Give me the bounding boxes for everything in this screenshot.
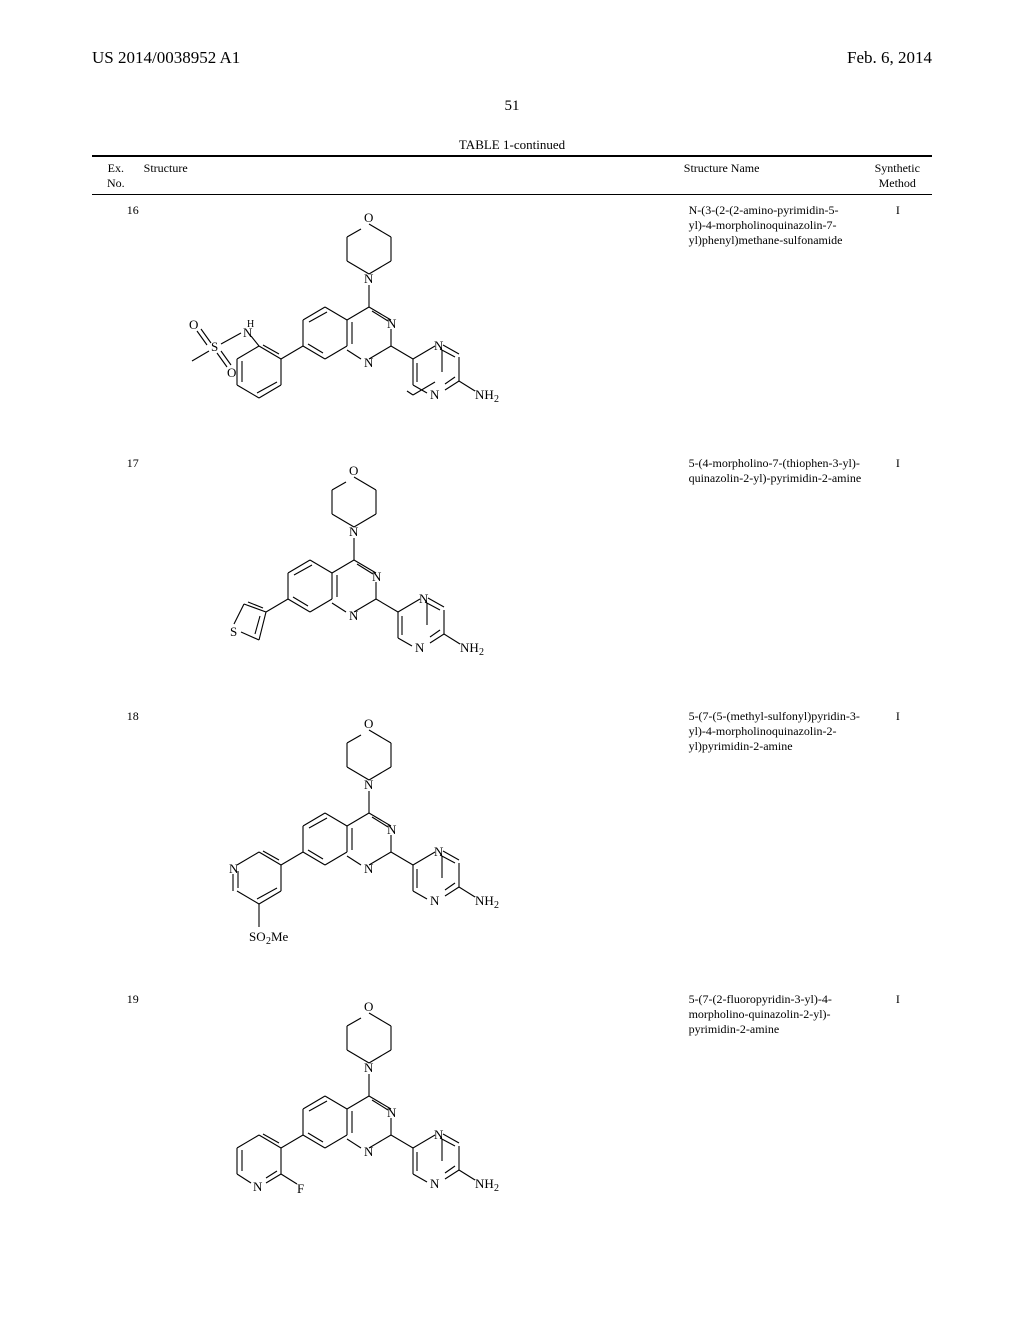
cell-name: N-(3-(2-(2-amino-pyrimidin-5-yl)-4-morph… <box>685 195 864 248</box>
svg-text:N: N <box>387 316 397 331</box>
svg-text:O: O <box>364 716 373 731</box>
svg-text:O: O <box>364 210 373 225</box>
svg-text:SO: SO <box>249 929 266 944</box>
cell-method: I <box>864 984 932 1007</box>
page-header: US 2014/0038952 A1 Feb. 6, 2014 <box>0 0 1024 68</box>
cell-exno: 17 <box>92 448 149 471</box>
structure-19: O N N N <box>159 988 559 1238</box>
cell-structure: O N N N <box>149 701 685 984</box>
svg-text:NH: NH <box>460 640 479 655</box>
cell-method: I <box>864 195 932 218</box>
col-header-name: Structure Name <box>680 161 863 191</box>
svg-text:N: N <box>387 822 397 837</box>
svg-text:NH: NH <box>475 387 494 402</box>
svg-text:N: N <box>364 1060 374 1075</box>
page-number: 51 <box>0 98 1024 115</box>
cell-structure: O N N N <box>149 448 685 701</box>
structure-17: O N N N <box>159 452 559 697</box>
svg-text:N: N <box>364 1144 374 1159</box>
svg-text:F: F <box>297 1181 304 1196</box>
svg-text:N: N <box>229 861 239 876</box>
table-header-row: Ex. No. Structure Structure Name Synthet… <box>92 157 932 194</box>
structure-18: O N N N <box>159 705 559 980</box>
svg-text:S: S <box>230 624 237 639</box>
table-row: 19 O N N N <box>92 984 932 1242</box>
cell-method: I <box>864 448 932 471</box>
svg-text:H: H <box>247 319 254 330</box>
table-row: 17 O N N N <box>92 448 932 701</box>
svg-text:NH: NH <box>475 1176 494 1191</box>
cell-name: 5-(7-(2-fluoropyridin-3-yl)-4-morpholino… <box>685 984 864 1037</box>
svg-text:S: S <box>211 339 218 354</box>
svg-text:N: N <box>349 524 359 539</box>
svg-text:O: O <box>349 463 358 478</box>
col-header-method: Synthetic Method <box>863 161 933 191</box>
svg-text:N: N <box>415 640 425 655</box>
svg-text:NH: NH <box>475 893 494 908</box>
svg-text:N: N <box>434 1127 444 1142</box>
svg-text:2: 2 <box>479 647 484 658</box>
cell-name: 5-(4-morpholino-7-(thiophen-3-yl)-quinaz… <box>685 448 864 486</box>
svg-text:N: N <box>364 355 374 370</box>
svg-text:N: N <box>364 777 374 792</box>
cell-structure: O N N N <box>149 984 685 1242</box>
svg-text:N: N <box>430 1176 440 1191</box>
svg-text:N: N <box>430 387 440 402</box>
publication-date: Feb. 6, 2014 <box>847 48 932 68</box>
cell-name: 5-(7-(5-(methyl-sulfonyl)pyridin-3-yl)-4… <box>685 701 864 754</box>
table-row: 16 O N N <box>92 195 932 448</box>
table-body: 16 O N N <box>92 195 932 1242</box>
svg-text:N: N <box>372 569 382 584</box>
table-row: 18 O N N N <box>92 701 932 984</box>
svg-text:N: N <box>434 844 444 859</box>
svg-text:2: 2 <box>494 394 499 405</box>
svg-text:O: O <box>364 999 373 1014</box>
cell-exno: 18 <box>92 701 149 724</box>
svg-text:N: N <box>387 1105 397 1120</box>
table: Ex. No. Structure Structure Name Synthet… <box>92 155 932 1242</box>
svg-text:N: N <box>253 1179 263 1194</box>
table-caption: TABLE 1-continued <box>0 137 1024 153</box>
svg-text:2: 2 <box>494 900 499 911</box>
svg-text:Me: Me <box>271 929 289 944</box>
svg-text:N: N <box>434 338 444 353</box>
cell-exno: 19 <box>92 984 149 1007</box>
svg-text:N: N <box>364 861 374 876</box>
svg-text:O: O <box>189 317 198 332</box>
structure-16: O N N N <box>159 199 559 444</box>
cell-exno: 16 <box>92 195 149 218</box>
publication-number: US 2014/0038952 A1 <box>92 48 240 68</box>
cell-method: I <box>864 701 932 724</box>
svg-text:N: N <box>364 271 374 286</box>
svg-text:N: N <box>419 591 429 606</box>
svg-text:N: N <box>430 893 440 908</box>
svg-text:2: 2 <box>494 1183 499 1194</box>
svg-text:O: O <box>227 365 236 380</box>
col-header-exno: Ex. No. <box>92 161 140 191</box>
col-header-structure: Structure <box>140 161 680 191</box>
cell-structure: O N N N <box>149 195 685 448</box>
svg-text:N: N <box>349 608 359 623</box>
